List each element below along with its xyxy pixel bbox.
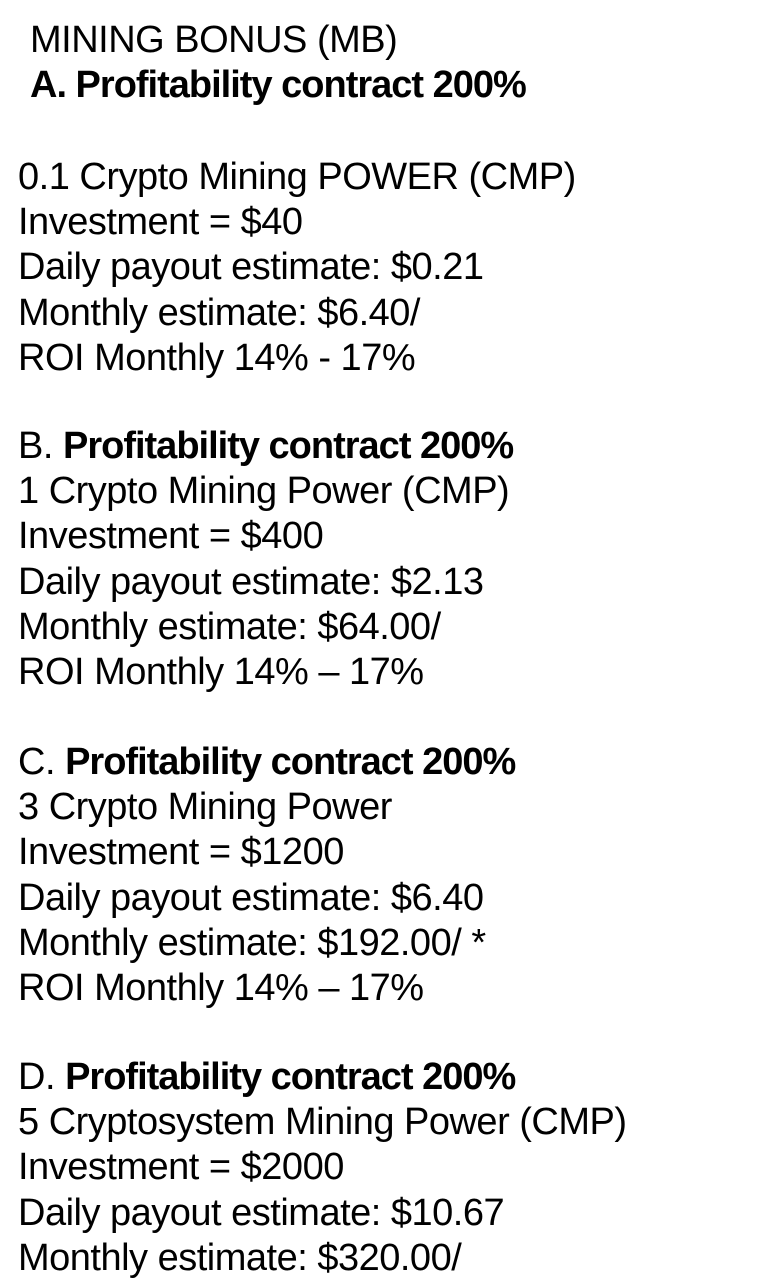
plan-d-power: 5 Cryptosystem Mining Power (CMP): [18, 1101, 627, 1144]
document-header: MINING BONUS (MB) A. Profitability contr…: [30, 18, 750, 108]
plan-d-letter: D.: [18, 1056, 66, 1098]
plan-a-daily-payout: Daily payout estimate: $0.21: [18, 246, 484, 289]
plan-a-section: 0.1 Crypto Mining POWER (CMP) Investment…: [18, 155, 758, 381]
plan-b-title-text: Profitability contract 200%: [62, 425, 514, 467]
plan-c-section: C. Profitability contract 200% 3 Crypto …: [18, 740, 758, 1011]
plan-b-investment: Investment = $400: [18, 515, 324, 558]
plan-d-daily-payout: Daily payout estimate: $10.67: [18, 1191, 505, 1234]
plan-a-roi: ROI Monthly 14% - 17%: [18, 336, 416, 379]
plan-b-section: B. Profitability contract 200% 1 Crypto …: [18, 424, 758, 695]
plan-b-monthly-estimate: Monthly estimate: $64.00/: [18, 605, 441, 648]
plan-c-daily-payout: Daily payout estimate: $6.40: [18, 876, 484, 919]
plan-a-monthly-estimate: Monthly estimate: $6.40/: [18, 291, 421, 334]
plan-b-letter: B.: [18, 425, 63, 467]
plan-c-investment: Investment = $1200: [18, 831, 344, 874]
plan-c-title: C. Profitability contract 200%: [18, 740, 758, 785]
plan-a-title: A. Profitability contract 200%: [30, 64, 527, 106]
plan-d-investment: Investment = $2000: [18, 1146, 344, 1189]
plan-d-section: D. Profitability contract 200% 5 Cryptos…: [18, 1055, 758, 1281]
plan-b-power: 1 Crypto Mining Power (CMP): [18, 470, 510, 513]
plan-c-roi: ROI Monthly 14% – 17%: [18, 967, 424, 1010]
plan-b-title: B. Profitability contract 200%: [18, 424, 758, 469]
plan-c-monthly-estimate: Monthly estimate: $192.00/ *: [18, 921, 486, 964]
plan-c-power: 3 Crypto Mining Power: [18, 786, 392, 829]
mining-bonus-title: MINING BONUS (MB): [30, 19, 398, 61]
plan-d-title-text: Profitability contract 200%: [65, 1056, 516, 1098]
plan-d-title: D. Profitability contract 200%: [18, 1055, 758, 1100]
plan-d-monthly-estimate: Monthly estimate: $320.00/: [18, 1236, 462, 1279]
plan-c-title-text: Profitability contract 200%: [65, 741, 516, 783]
plan-b-roi: ROI Monthly 14% – 17%: [18, 651, 424, 694]
plan-c-letter: C.: [18, 741, 66, 783]
plan-a-power: 0.1 Crypto Mining POWER (CMP): [18, 156, 576, 198]
plan-a-investment: Investment = $40: [18, 201, 303, 244]
plan-b-daily-payout: Daily payout estimate: $2.13: [18, 560, 484, 603]
